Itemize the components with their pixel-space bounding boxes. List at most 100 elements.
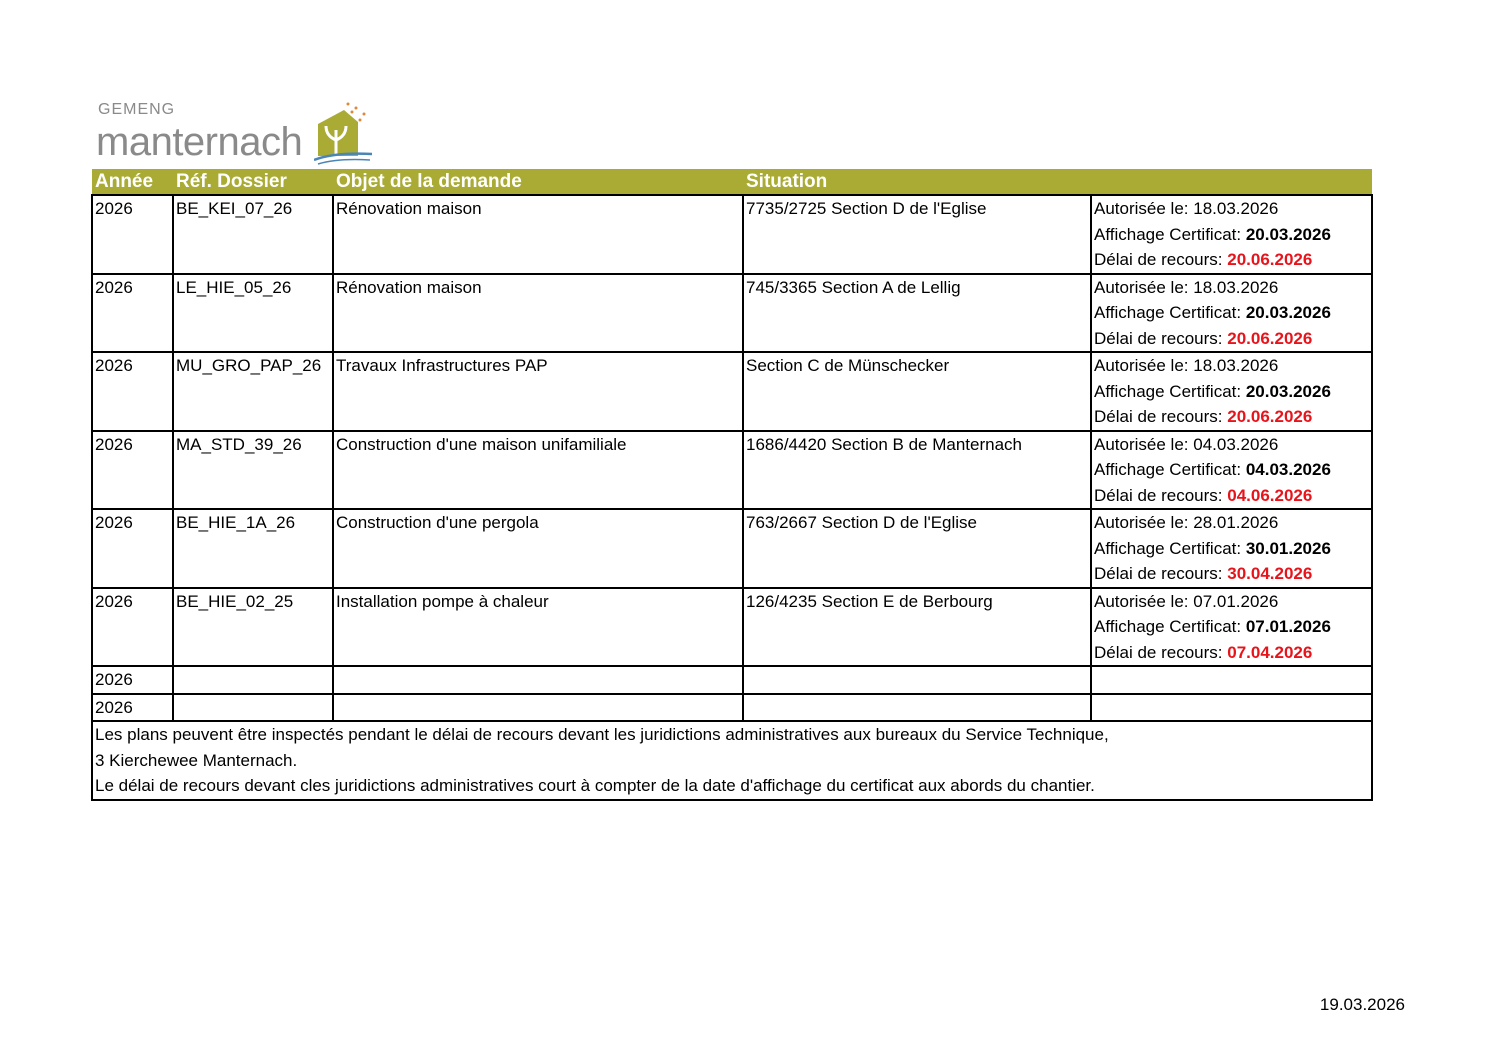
annee-text: 2026 <box>95 434 133 454</box>
affichage-label: Affichage Certificat: <box>1094 617 1246 636</box>
affichage-label: Affichage Certificat: <box>1094 538 1246 558</box>
cell-dates: Autorisée le: 18.03.2026 Affichage Certi… <box>1090 351 1373 432</box>
table-row: 2026 BE_HIE_1A_26 Construction d'une per… <box>91 508 1373 589</box>
cell-dates: Autorisée le: 04.03.2026 Affichage Certi… <box>1090 429 1373 510</box>
autorisee-date: 18.03.2026 <box>1193 199 1279 218</box>
cell-objet: Construction d'une pergola <box>332 508 744 589</box>
empty-row: 2026 <box>91 665 1373 695</box>
autorisee-label: Autorisée le: <box>1094 277 1194 297</box>
footer-row: Les plans peuvent être inspectés pendant… <box>91 720 1373 801</box>
cell-empty <box>332 665 744 695</box>
delai-date: 30.04.2026 <box>1227 564 1313 583</box>
affichage-date: 30.01.2026 <box>1245 538 1331 558</box>
page-date: 19.03.2026 <box>1319 995 1405 1014</box>
objet-text: Installation pompe à chaleur <box>336 591 549 611</box>
autorisee-label: Autorisée le: <box>1094 356 1194 375</box>
cell-empty <box>172 665 334 695</box>
cell-annee: 2026 <box>91 429 174 510</box>
affichage-date: 20.03.2026 <box>1245 381 1331 401</box>
table-row: 2026 BE_KEI_07_26 Rénovation maison 7735… <box>91 194 1373 275</box>
cell-empty <box>172 692 334 722</box>
cell-objet: Installation pompe à chaleur <box>332 586 744 667</box>
ref-text: MU_GRO_PAP_26 <box>176 356 322 375</box>
cell-ref: LE_HIE_05_26 <box>172 272 334 353</box>
affichage-label: Affichage Certificat: <box>1094 381 1246 401</box>
annee-text: 2026 <box>95 356 133 375</box>
situation-text: 1686/4420 Section B de Manternach <box>746 434 1022 454</box>
objet-text: Rénovation maison <box>336 199 482 218</box>
situation-text: Section C de Münschecker <box>746 356 950 375</box>
situation-text: 745/3365 Section A de Lellig <box>746 277 961 297</box>
ref-text: LE_HIE_05_26 <box>176 277 292 297</box>
footer-note: Les plans peuvent être inspectés pendant… <box>91 720 1373 801</box>
col-situation: Situation <box>743 169 1091 195</box>
objet-text: Construction d'une pergola <box>336 513 539 532</box>
footer-line: Les plans peuvent être inspectés pendant… <box>95 725 1109 744</box>
table-row: 2026 LE_HIE_05_26 Rénovation maison 745/… <box>91 272 1373 353</box>
cell-objet: Rénovation maison <box>332 194 744 275</box>
autorisee-date: 28.01.2026 <box>1193 513 1279 532</box>
autorisee-label: Autorisée le: <box>1094 591 1194 611</box>
delai-label: Délai de recours: <box>1094 564 1228 583</box>
autorisee-date: 18.03.2026 <box>1193 356 1279 375</box>
cell-empty <box>742 665 1092 695</box>
col-dates <box>1091 169 1372 195</box>
cell-dates: Autorisée le: 28.01.2026 Affichage Certi… <box>1090 508 1373 589</box>
empty-row: 2026 <box>91 692 1373 722</box>
cell-situation: 745/3365 Section A de Lellig <box>742 272 1092 353</box>
delai-label: Délai de recours: <box>1094 485 1228 505</box>
tree-logo-icon <box>314 102 373 165</box>
annee-text: 2026 <box>95 513 133 532</box>
ref-text: BE_HIE_1A_26 <box>176 513 296 532</box>
logo-gemeng: GEMENG <box>98 101 176 118</box>
delai-date: 20.06.2026 <box>1227 250 1313 269</box>
cell-situation: 126/4235 Section E de Berbourg <box>742 586 1092 667</box>
affichage-label: Affichage Certificat: <box>1094 224 1246 244</box>
cell-dates: Autorisée le: 18.03.2026 Affichage Certi… <box>1090 272 1373 353</box>
table-row: 2026 BE_HIE_02_25 Installation pompe à c… <box>91 586 1373 667</box>
cell-ref: BE_HIE_02_25 <box>172 586 334 667</box>
cell-situation: 763/2667 Section D de l'Eglise <box>742 508 1092 589</box>
cell-situation: 7735/2725 Section D de l'Eglise <box>742 194 1092 275</box>
delai-label: Délai de recours: <box>1094 642 1228 662</box>
objet-text: Travaux Infrastructures PAP <box>336 356 548 375</box>
cell-ref: MA_STD_39_26 <box>172 429 334 510</box>
annee-text: 2026 <box>95 697 133 717</box>
affichage-date: 20.03.2026 <box>1245 224 1331 244</box>
manternach-logo: GEMENG manternach <box>96 100 386 168</box>
cell-dates: Autorisée le: 18.03.2026 Affichage Certi… <box>1090 194 1373 275</box>
building-permits-table: Année Réf. Dossier Objet de la demande S… <box>91 169 1373 801</box>
table-header: Année Réf. Dossier Objet de la demande S… <box>92 169 1372 195</box>
delai-label: Délai de recours: <box>1094 250 1228 269</box>
autorisee-label: Autorisée le: <box>1094 434 1194 454</box>
affichage-label: Affichage Certificat: <box>1094 303 1246 322</box>
autorisee-date: 07.01.2026 <box>1193 591 1279 611</box>
cell-annee: 2026 <box>91 586 174 667</box>
cell-situation: 1686/4420 Section B de Manternach <box>742 429 1092 510</box>
delai-date: 20.06.2026 <box>1227 328 1313 348</box>
cell-situation: Section C de Münschecker <box>742 351 1092 432</box>
logo-manternach: manternach <box>96 120 303 164</box>
cell-ref: MU_GRO_PAP_26 <box>172 351 334 432</box>
cell-empty <box>742 692 1092 722</box>
cell-annee: 2026 <box>91 351 174 432</box>
ref-text: BE_HIE_02_25 <box>176 591 294 611</box>
autorisee-date: 04.03.2026 <box>1193 434 1279 454</box>
affichage-date: 04.03.2026 <box>1245 460 1331 479</box>
ref-text: MA_STD_39_26 <box>176 434 302 454</box>
cell-annee: 2026 <box>91 272 174 353</box>
autorisee-date: 18.03.2026 <box>1193 277 1279 297</box>
objet-text: Rénovation maison <box>336 277 482 297</box>
annee-text: 2026 <box>95 199 133 218</box>
delai-date: 07.04.2026 <box>1227 642 1313 662</box>
cell-annee: 2026 <box>91 665 174 695</box>
situation-text: 7735/2725 Section D de l'Eglise <box>746 199 987 218</box>
annee-text: 2026 <box>95 591 133 611</box>
cell-empty <box>1090 692 1373 722</box>
ref-text: BE_KEI_07_26 <box>176 199 293 218</box>
autorisee-label: Autorisée le: <box>1094 199 1194 218</box>
col-objet: Objet de la demande <box>333 169 743 195</box>
objet-text: Construction d'une maison unifamiliale <box>336 434 627 454</box>
affichage-date: 07.01.2026 <box>1245 617 1331 636</box>
footer-line: Le délai de recours devant cles juridict… <box>95 776 1095 795</box>
